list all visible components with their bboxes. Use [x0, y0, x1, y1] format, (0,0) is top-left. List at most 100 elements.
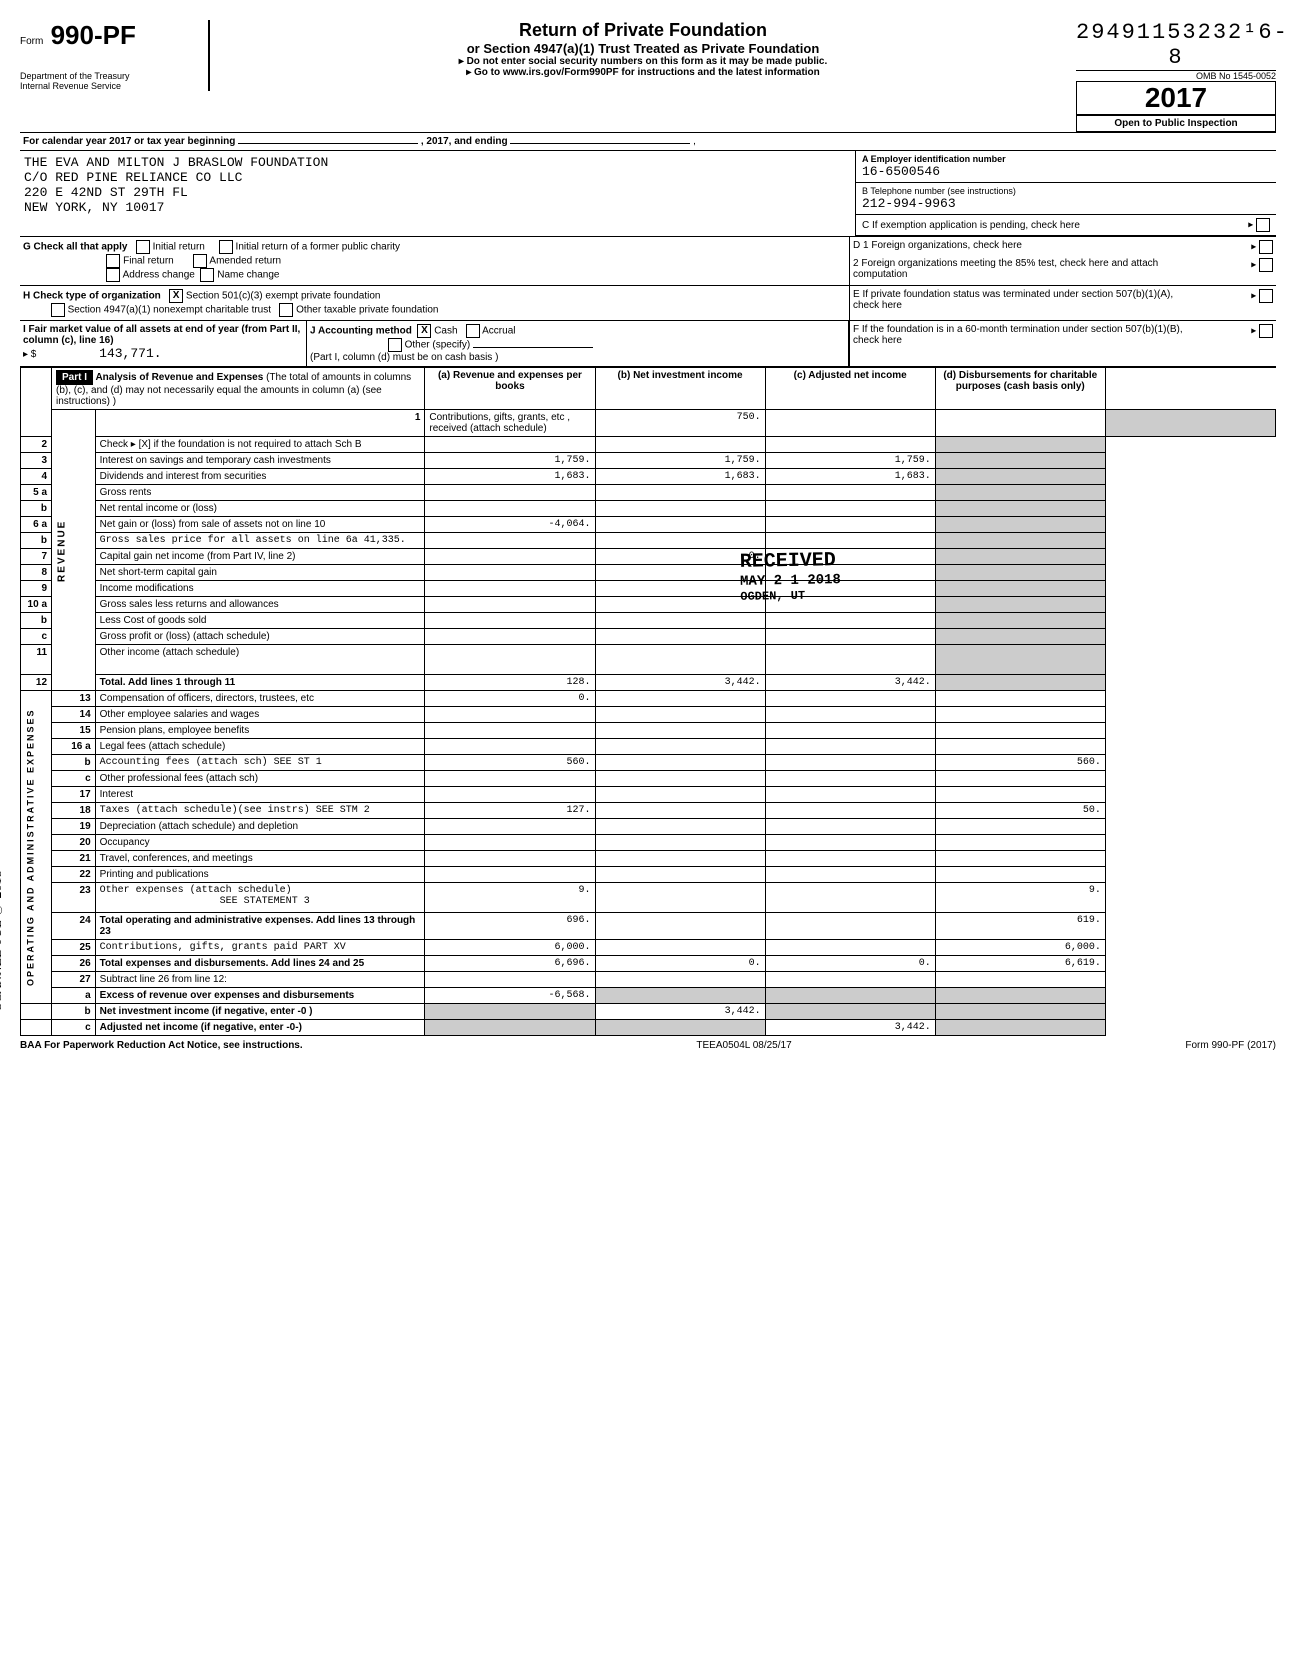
- j-accrual-label: Accrual: [482, 326, 515, 337]
- j-label: J Accounting method: [310, 326, 412, 337]
- title-block: Return of Private Foundation or Section …: [210, 20, 1076, 78]
- address-row: THE EVA AND MILTON J BRASLOW FOUNDATION …: [20, 150, 1276, 236]
- title-line2: ▸ Go to www.irs.gov/Form990PF for instru…: [218, 67, 1068, 78]
- table-row: 7Capital gain net income (from Part IV, …: [21, 549, 1276, 565]
- received-stamp: RECEIVED MAY 2 1 2018 OGDEN, UT: [740, 549, 842, 604]
- title-sub: or Section 4947(a)(1) Trust Treated as P…: [218, 41, 1068, 56]
- g-final-checkbox[interactable]: [106, 254, 120, 268]
- j-other-checkbox[interactable]: [388, 338, 402, 352]
- table-row: cAdjusted net income (if negative, enter…: [21, 1020, 1276, 1036]
- table-row: 27Subtract line 26 from line 12:: [21, 972, 1276, 988]
- line-val-a: 750.: [595, 410, 765, 437]
- g-initial-checkbox[interactable]: [136, 240, 150, 254]
- footer-mid: TEEA0504L 08/25/17: [696, 1040, 791, 1051]
- public-inspection: Open to Public Inspection: [1076, 115, 1276, 132]
- table-row: 10 aGross sales less returns and allowan…: [21, 597, 1276, 613]
- f-label: F If the foundation is in a 60-month ter…: [853, 324, 1193, 363]
- h-other-checkbox[interactable]: [279, 303, 293, 317]
- table-row: bNet investment income (if negative, ent…: [21, 1004, 1276, 1020]
- line-val-d: [1105, 410, 1275, 437]
- table-row: 24Total operating and administrative exp…: [21, 913, 1276, 940]
- part1-title: Analysis of Revenue and Expenses: [95, 372, 263, 383]
- table-row: 12Total. Add lines 1 through 11128.3,442…: [21, 675, 1276, 691]
- d2-checkbox[interactable]: [1259, 258, 1273, 272]
- filer-street: 220 E 42ND ST 29TH FL: [24, 185, 851, 200]
- phone-value: 212-994-9963: [862, 196, 1270, 211]
- col-b-header: (b) Net investment income: [595, 367, 765, 410]
- calendar-mid: , 2017, and ending: [421, 136, 508, 147]
- part1-table: Part I Analysis of Revenue and Expenses …: [20, 366, 1276, 1036]
- received-line1: RECEIVED: [740, 549, 841, 574]
- calendar-comma: ,: [693, 136, 696, 147]
- scanned-stamp: SCANNED JUL © 2018: [0, 870, 6, 1010]
- table-row: 9Income modifications: [21, 581, 1276, 597]
- table-row: 21Travel, conferences, and meetings: [21, 851, 1276, 867]
- form-header: Form 990-PF Department of the Treasury I…: [20, 20, 1276, 132]
- g-opt-amended: Amended return: [209, 256, 281, 267]
- table-row: 19Depreciation (attach schedule) and dep…: [21, 819, 1276, 835]
- form-container: SCANNED JUL © 2018 Form 990-PF Departmen…: [20, 20, 1276, 1051]
- table-row: 26Total expenses and disbursements. Add …: [21, 956, 1276, 972]
- filer-name: THE EVA AND MILTON J BRASLOW FOUNDATION: [24, 155, 851, 170]
- footer: BAA For Paperwork Reduction Act Notice, …: [20, 1040, 1276, 1051]
- j-note: (Part I, column (d) must be on cash basi…: [310, 352, 498, 363]
- revenue-side-label: REVENUE: [52, 410, 96, 691]
- table-row: 18Taxes (attach schedule)(see instrs) SE…: [21, 803, 1276, 819]
- g-opt-initial: Initial return: [153, 242, 205, 253]
- table-row: 6 aNet gain or (loss) from sale of asset…: [21, 517, 1276, 533]
- line-val-c: [935, 410, 1105, 437]
- exemption-checkbox[interactable]: [1256, 218, 1270, 232]
- col-d-header: (d) Disbursements for charitable purpose…: [935, 367, 1105, 410]
- table-row: aExcess of revenue over expenses and dis…: [21, 988, 1276, 1004]
- j-cash-label: Cash: [434, 326, 457, 337]
- f-checkbox[interactable]: [1259, 324, 1273, 338]
- filer-address: THE EVA AND MILTON J BRASLOW FOUNDATION …: [20, 151, 855, 236]
- d1-label: D 1 Foreign organizations, check here: [853, 240, 1022, 254]
- j-accrual-checkbox[interactable]: [466, 324, 480, 338]
- h-501c3-checkbox[interactable]: X: [169, 289, 183, 303]
- j-cash-checkbox[interactable]: X: [417, 324, 431, 338]
- omb-number: OMB No 1545-0052: [1076, 70, 1276, 81]
- g-initial-former-checkbox[interactable]: [219, 240, 233, 254]
- table-row: 16 aLegal fees (attach schedule): [21, 739, 1276, 755]
- line-label: Contributions, gifts, grants, etc , rece…: [425, 410, 595, 437]
- table-row: bGross sales price for all assets on lin…: [21, 533, 1276, 549]
- table-row: 23Other expenses (attach schedule) SEE S…: [21, 883, 1276, 913]
- col-a-header: (a) Revenue and expenses per books: [425, 367, 595, 410]
- ein-value: 16-6500546: [862, 164, 1270, 179]
- form-number: 990-PF: [51, 20, 136, 50]
- e-checkbox[interactable]: [1259, 289, 1273, 303]
- h-opt2: Section 4947(a)(1) nonexempt charitable …: [68, 305, 271, 316]
- g-name-checkbox[interactable]: [200, 268, 214, 282]
- g-address-checkbox[interactable]: [106, 268, 120, 282]
- row-h-e: H Check type of organization X Section 5…: [20, 285, 1276, 320]
- table-row: cGross profit or (loss) (attach schedule…: [21, 629, 1276, 645]
- calendar-label: For calendar year 2017 or tax year begin…: [23, 136, 235, 147]
- h-opt3: Other taxable private foundation: [296, 305, 438, 316]
- table-row: OPERATING AND ADMINISTRATIVE EXPENSES 13…: [21, 691, 1276, 707]
- right-info-boxes: A Employer identification number 16-6500…: [855, 151, 1276, 236]
- table-row: 5 aGross rents: [21, 485, 1276, 501]
- exemption-label: C If exemption application is pending, c…: [862, 220, 1080, 231]
- part1-header: Part I: [56, 370, 93, 385]
- line-val-b: [765, 410, 935, 437]
- h-4947-checkbox[interactable]: [51, 303, 65, 317]
- d1-checkbox[interactable]: [1259, 240, 1273, 254]
- line-num: 1: [95, 410, 425, 437]
- form-label-block: Form 990-PF Department of the Treasury I…: [20, 20, 210, 91]
- calendar-year-row: For calendar year 2017 or tax year begin…: [20, 132, 1276, 150]
- g-amended-checkbox[interactable]: [193, 254, 207, 268]
- title-line1: ▸ Do not enter social security numbers o…: [218, 56, 1068, 67]
- table-row: 3Interest on savings and temporary cash …: [21, 453, 1276, 469]
- filer-city: NEW YORK, NY 10017: [24, 200, 851, 215]
- col-c-header: (c) Adjusted net income: [765, 367, 935, 410]
- row-g-d: G Check all that apply Initial return In…: [20, 236, 1276, 285]
- ein-label: A Employer identification number: [862, 154, 1270, 164]
- table-row: 4Dividends and interest from securities1…: [21, 469, 1276, 485]
- i-value: 143,771.: [99, 346, 161, 361]
- table-row: 15Pension plans, employee benefits: [21, 723, 1276, 739]
- e-label: E If private foundation status was termi…: [853, 289, 1193, 317]
- title-main: Return of Private Foundation: [218, 20, 1068, 41]
- stamp-number: 29491153232¹6-8: [1076, 20, 1276, 70]
- h-opt1: Section 501(c)(3) exempt private foundat…: [186, 291, 381, 302]
